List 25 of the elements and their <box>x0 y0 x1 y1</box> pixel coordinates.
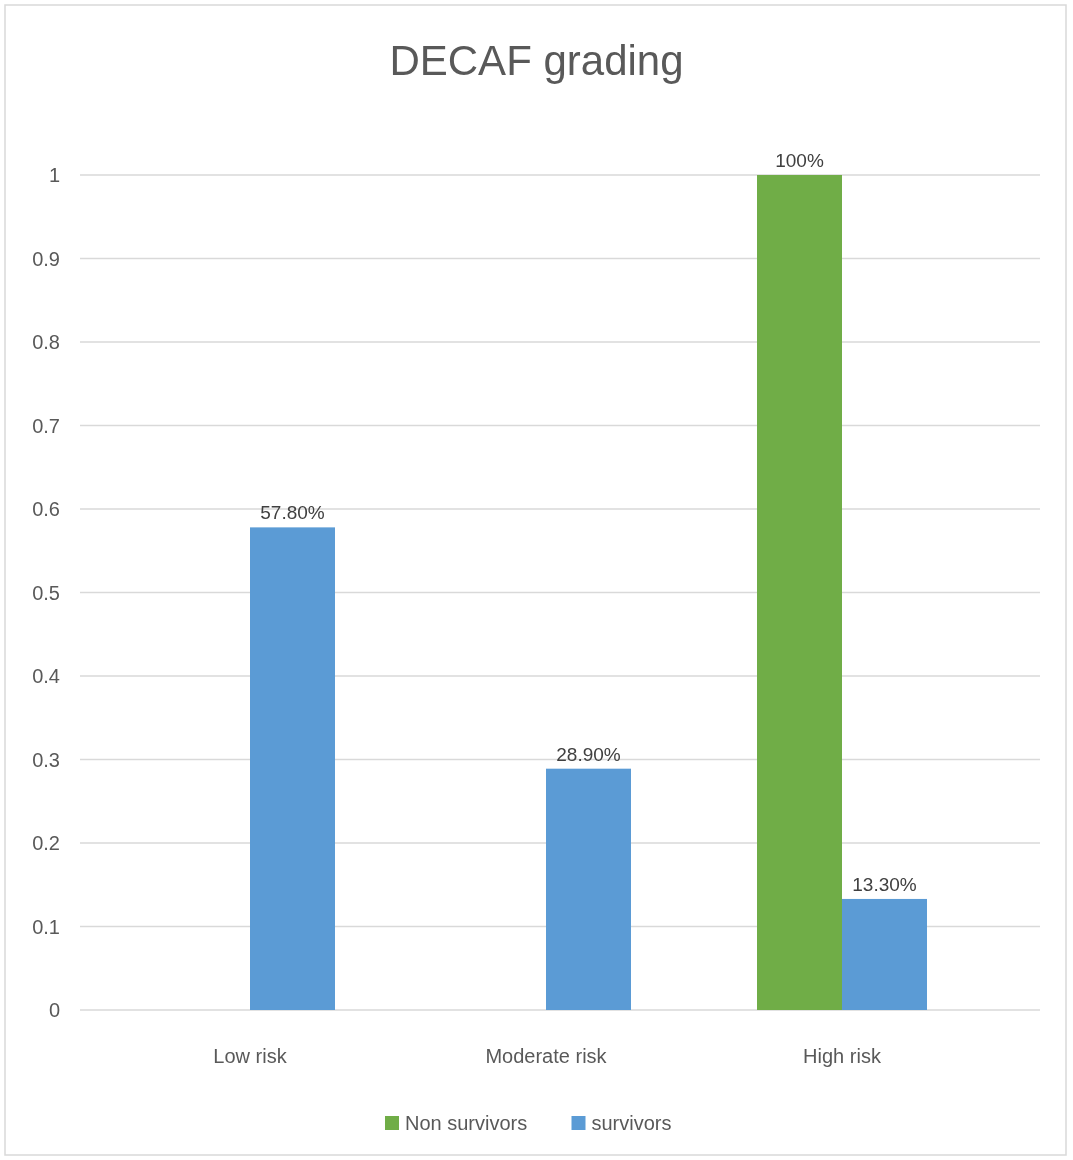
bar <box>757 175 842 1010</box>
bar <box>842 898 927 1010</box>
legend-label: survivors <box>591 1112 672 1134</box>
x-tick-label: Low risk <box>213 1045 288 1067</box>
data-label: 100% <box>775 150 824 171</box>
y-tick-label: 0 <box>48 999 60 1021</box>
data-label: 57.80% <box>260 502 325 524</box>
y-tick-label: 0.6 <box>32 498 60 520</box>
bar <box>546 768 631 1010</box>
y-tick-label: 0.4 <box>32 665 60 687</box>
bar <box>250 527 335 1010</box>
legend-label: Non survivors <box>405 1112 528 1134</box>
x-tick-label: High risk <box>803 1045 882 1067</box>
y-tick-label: 0.9 <box>32 247 60 270</box>
chart-title: DECAF grading <box>389 37 684 84</box>
y-tick-label: 0.1 <box>32 915 60 938</box>
y-tick-label: 0.3 <box>32 748 60 771</box>
y-tick-label: 0.7 <box>32 414 60 437</box>
y-tick-label: 0.2 <box>32 832 60 854</box>
x-tick-label: Moderate risk <box>485 1045 608 1067</box>
data-label: 28.90% <box>556 743 621 765</box>
y-tick-label: 1 <box>48 164 60 186</box>
data-label: 13.30% <box>852 873 917 895</box>
y-tick-label: 0.5 <box>32 581 60 604</box>
y-tick-label: 0.8 <box>32 331 60 353</box>
